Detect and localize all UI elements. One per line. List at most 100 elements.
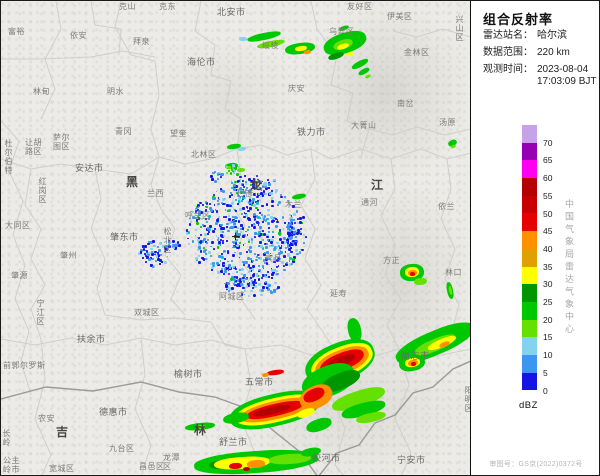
reflectivity-speckle xyxy=(151,253,155,257)
reflectivity-speckle xyxy=(290,219,293,223)
reflectivity-speckle xyxy=(147,242,150,245)
reflectivity-speckle xyxy=(227,272,231,276)
reflectivity-speckle xyxy=(197,243,201,246)
reflectivity-speckle xyxy=(247,225,250,228)
reflectivity-speckle xyxy=(200,234,203,237)
reflectivity-speckle xyxy=(191,240,194,243)
reflectivity-speckle xyxy=(241,260,245,264)
place-name-label: 蛟河市 xyxy=(312,453,341,463)
reflectivity-speckle xyxy=(208,215,211,219)
reflectivity-speckle xyxy=(256,221,260,225)
reflectivity-speckle xyxy=(247,201,251,204)
colorbar-block xyxy=(522,142,537,161)
reflectivity-speckle xyxy=(210,175,214,179)
reflectivity-speckle xyxy=(222,227,225,230)
reflectivity-speckle xyxy=(257,278,261,281)
reflectivity-speckle xyxy=(232,265,235,269)
reflectivity-speckle xyxy=(240,279,243,282)
boundary-line xyxy=(318,360,470,475)
reflectivity-speckle xyxy=(232,245,236,249)
reflectivity-speckle xyxy=(278,237,283,242)
reflectivity-speckle xyxy=(238,186,241,189)
radar-map: 克山 克东 北安市 富裕 依安 拜泉 友好区 伊美区 乌翠区 兴山区 金林区 海伦市 绥棱 庆安 林甸 明水铁… xyxy=(1,1,471,475)
reflectivity-speckle xyxy=(144,261,147,264)
reflectivity-speckle xyxy=(276,220,279,224)
colorbar-tick: 70 xyxy=(543,137,553,148)
reflectivity-speckle xyxy=(139,251,142,254)
reflectivity-speckle xyxy=(272,220,275,223)
reflectivity-speckle xyxy=(267,226,270,229)
reflectivity-speckle xyxy=(220,188,223,191)
reflectivity-speckle xyxy=(239,251,243,255)
colorbar-tick: 40 xyxy=(543,243,553,254)
colorbar-tick: 20 xyxy=(543,314,553,325)
reflectivity-speckle xyxy=(222,242,224,245)
reflectivity-speckle xyxy=(248,199,252,202)
reflectivity-speckle xyxy=(172,243,174,246)
reflectivity-speckle xyxy=(293,234,296,237)
reflectivity-speckle xyxy=(215,190,218,193)
reflectivity-speckle xyxy=(253,284,257,288)
reflectivity-speckle xyxy=(297,231,300,234)
reflectivity-speckle xyxy=(267,227,270,230)
reflectivity-speckle xyxy=(251,265,255,269)
reflectivity-speckle xyxy=(264,218,268,222)
boundary-line xyxy=(236,144,470,160)
reflectivity-speckle xyxy=(202,246,206,249)
reflectivity-speckle xyxy=(237,279,241,283)
reflectivity-speckle xyxy=(212,264,215,268)
reflectivity-speckle xyxy=(290,225,294,229)
reflectivity-speckle xyxy=(244,183,247,186)
reflectivity-speckle xyxy=(286,240,289,243)
reflectivity-speckle xyxy=(222,197,226,202)
reflectivity-speckle xyxy=(251,203,253,206)
reflectivity-speckle xyxy=(225,171,228,174)
reflectivity-speckle xyxy=(240,293,244,296)
reflectivity-speckle xyxy=(278,258,280,260)
reflectivity-speckle xyxy=(269,289,273,293)
reflectivity-speckle xyxy=(248,245,252,249)
reflectivity-speckle xyxy=(237,179,241,183)
place-name-label: 让胡 路区 xyxy=(25,138,42,156)
reflectivity-speckle xyxy=(286,199,290,203)
colorbar-block xyxy=(522,266,537,285)
reflectivity-speckle xyxy=(230,168,234,171)
place-name-label: 绥棱 xyxy=(262,41,279,50)
reflectivity-speckle xyxy=(231,260,234,263)
reflectivity-speckle xyxy=(248,278,251,281)
place-name-label: 乌翠区 xyxy=(329,27,355,36)
place-name-label: 富裕 xyxy=(8,27,25,36)
reflectivity-speckle xyxy=(234,225,237,229)
reflectivity-speckle xyxy=(250,209,252,212)
reflectivity-speckle xyxy=(284,263,288,267)
reflectivity-speckle xyxy=(233,184,237,188)
reflectivity-speckle xyxy=(289,223,293,226)
reflectivity-speckle xyxy=(227,214,230,217)
reflectivity-speckle xyxy=(264,215,267,218)
reflectivity-speckle xyxy=(282,236,286,240)
reflectivity-speckle xyxy=(159,262,161,265)
reflectivity-speckle xyxy=(300,248,304,252)
reflectivity-speckle xyxy=(269,216,273,219)
metadata-label: 数据范围： xyxy=(483,47,533,58)
reflectivity-speckle xyxy=(214,208,217,211)
reflectivity-speckle xyxy=(265,275,268,279)
reflectivity-speckle xyxy=(283,268,286,272)
reflectivity-speckle xyxy=(203,249,206,253)
place-name-label: 依兰 xyxy=(438,202,455,211)
reflectivity-speckle xyxy=(218,255,222,259)
reflectivity-speckle xyxy=(288,221,291,224)
reflectivity-speckle xyxy=(238,278,242,281)
reflectivity-speckle xyxy=(286,243,290,246)
reflectivity-speckle xyxy=(256,215,260,219)
reflectivity-speckle xyxy=(277,265,280,267)
reflectivity-speckle xyxy=(143,245,147,248)
reflectivity-speckle xyxy=(247,294,250,298)
colorbar-block xyxy=(522,125,537,143)
reflectivity-speckle xyxy=(200,239,203,242)
reflectivity-speckle xyxy=(254,193,257,195)
reflectivity-speckle xyxy=(222,202,225,206)
reflectivity-speckle xyxy=(299,220,303,224)
reflectivity-speckle xyxy=(277,244,280,248)
reflectivity-speckle xyxy=(295,239,298,242)
